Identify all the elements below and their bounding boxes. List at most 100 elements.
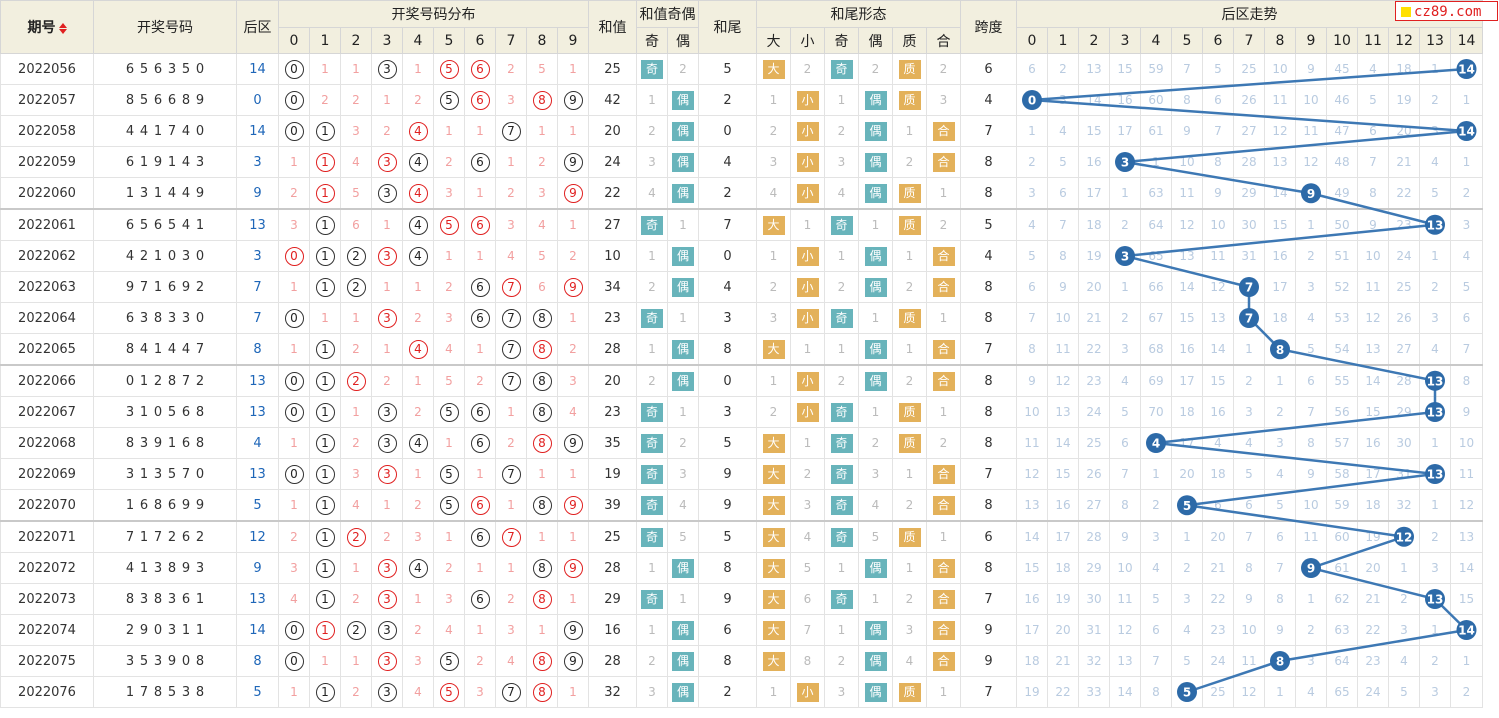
miss-count: 2: [1400, 591, 1408, 606]
hit-ball: 3: [377, 402, 397, 422]
miss-count: 10: [1117, 560, 1133, 575]
trend-cell: 4: [1295, 302, 1327, 334]
hit-ball: 8: [532, 339, 552, 359]
sum-value: 27: [604, 217, 621, 233]
trend-cell: 10: [1233, 614, 1265, 646]
trend-digit-11: 11: [1357, 27, 1389, 54]
miss-count: 8: [1121, 497, 1129, 512]
dist-cell: 3: [278, 552, 310, 584]
issue-number: 2022075: [18, 653, 76, 669]
hit-ball: 4: [408, 433, 428, 453]
parity-badge: 奇: [641, 433, 663, 453]
issue-cell: 2022058: [0, 115, 94, 147]
tail-shape-cell: 5: [858, 520, 893, 553]
dist-cell: 1: [464, 552, 496, 584]
trend-cell: 3: [1264, 427, 1296, 459]
miss-count: 56: [1334, 404, 1350, 419]
issue-number: 2022062: [18, 248, 76, 264]
shape-badge: 大: [762, 59, 785, 79]
hit-ball: 3: [377, 433, 397, 453]
table-row: 2022072 4 1 3 8 9 3 9 3 1 1 3 4 2 1 1 8 9 28 1 偶 8 大 5 1 偶 1 合 8 15 18…: [0, 552, 1483, 584]
back-zone-header: 后区: [236, 0, 279, 54]
miss-count: 2: [939, 61, 948, 76]
miss-count: 3: [352, 123, 360, 138]
draw-digit: 5: [167, 404, 177, 420]
trend-cell: 6: [1357, 115, 1389, 147]
tail-shape-cell: 大: [756, 614, 791, 646]
back-zone-cell: 13: [236, 364, 279, 397]
miss-count: 4: [538, 217, 546, 232]
miss-count: 29: [1396, 404, 1412, 419]
miss-count: 2: [905, 591, 914, 606]
trend-cell: 9: [1016, 364, 1048, 397]
miss-count: 25: [1241, 61, 1257, 76]
trend-cell: 2: [1419, 645, 1451, 677]
miss-count: 2: [383, 373, 391, 388]
trend-cell: 62: [1326, 583, 1358, 615]
miss-count: 7: [1121, 466, 1129, 481]
miss-count: 1: [769, 373, 778, 388]
miss-count: 5: [1369, 92, 1377, 107]
draw-digit: 2: [195, 279, 205, 295]
hit-ball: 7: [501, 121, 521, 141]
hit-ball: 8: [532, 682, 552, 702]
tail-shape-cell: 1: [756, 240, 791, 272]
tail-shape-cell: 1: [926, 302, 961, 334]
sum-value: 23: [604, 404, 621, 420]
trend-cell: 2: [1171, 552, 1203, 584]
draw-digit: 8: [195, 435, 205, 451]
miss-count: 21: [1365, 591, 1381, 606]
sum-cell: 32: [588, 676, 637, 708]
dist-cell: 1: [557, 208, 589, 241]
sum-tail-value: 0: [723, 123, 732, 139]
miss-count: 3: [1059, 92, 1067, 107]
shape-badge: 合: [932, 495, 955, 515]
trend-cell: 3: [1419, 115, 1451, 147]
trend-cell: 9: [1295, 458, 1327, 490]
miss-count: 1: [476, 622, 484, 637]
dist-cell: 2: [340, 583, 372, 615]
trend-cell: 63: [1140, 177, 1172, 210]
hit-ball: 9: [563, 558, 583, 578]
distribution-header: 开奖号码分布: [278, 0, 589, 28]
hit-ball: 9: [563, 495, 583, 515]
trend-cell: 26: [1078, 458, 1110, 490]
issue-number: 2022056: [18, 61, 76, 77]
table-row: 2022060 1 3 1 4 4 9 9 2 1 5 3 4 3 1 2 3 9 22 4 偶 2 4 小 4 偶质 1 8 3 6 17…: [0, 177, 1483, 210]
back-zone-cell: 7: [236, 302, 279, 334]
miss-count: 26: [1241, 92, 1257, 107]
miss-count: 2: [507, 435, 515, 450]
draw-digit: 7: [139, 684, 149, 700]
back-zone-cell: 5: [236, 676, 279, 708]
hit-ball: 8: [532, 651, 552, 671]
miss-count: 7: [1028, 310, 1036, 325]
sum-parity-cell: 2: [667, 427, 699, 459]
trend-digit-9: 9: [1295, 27, 1327, 54]
miss-count: 16: [1272, 248, 1288, 263]
dist-cell: 4: [433, 333, 465, 366]
dist-cell: 1: [309, 583, 341, 615]
miss-count: 16: [1055, 497, 1071, 512]
site-logo[interactable]: cz89.com: [1395, 1, 1498, 21]
sort-icon[interactable]: [58, 22, 67, 34]
hit-ball: 3: [377, 152, 397, 172]
draw-digit: 8: [195, 684, 205, 700]
shape-badge: 小: [796, 152, 819, 172]
tail-shape-cell: 偶: [858, 552, 893, 584]
tail-shape-cell: 奇: [824, 53, 859, 85]
miss-count: 1: [837, 560, 846, 575]
tail-shape-cell: 大: [756, 333, 791, 366]
span-cell: 4: [960, 84, 1017, 116]
miss-count: 2: [1431, 279, 1439, 294]
miss-count: 15: [1210, 373, 1226, 388]
issue-header[interactable]: 期号: [0, 0, 94, 54]
miss-count: 16: [1024, 591, 1040, 606]
dist-cell: 3: [278, 208, 310, 241]
dist-cell: 1: [526, 614, 558, 646]
sum-tail-value: 2: [723, 92, 732, 108]
trend-cell: [1450, 614, 1483, 646]
dist-cell: 0: [278, 458, 310, 490]
miss-count: 3: [569, 373, 577, 388]
trend-cell: 6: [1109, 427, 1141, 459]
miss-count: 1: [939, 185, 948, 200]
